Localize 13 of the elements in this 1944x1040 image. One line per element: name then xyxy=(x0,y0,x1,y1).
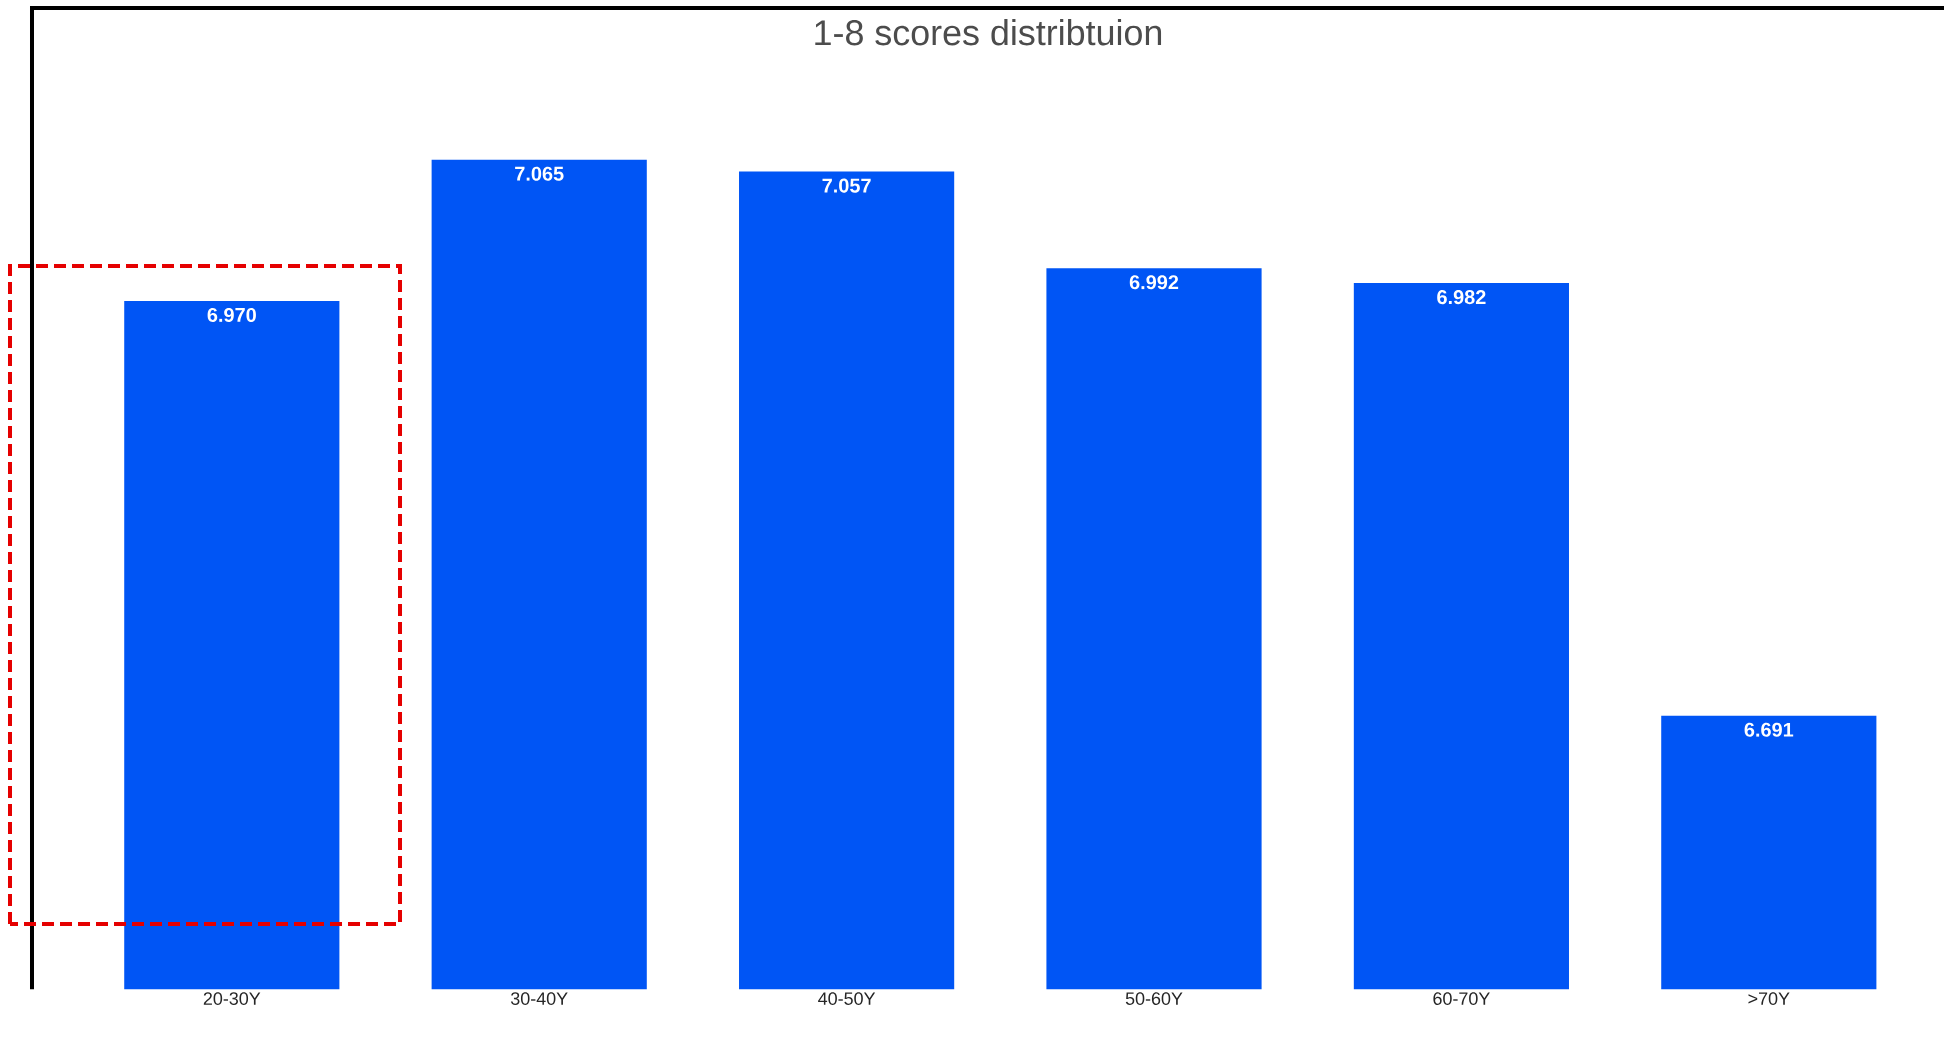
data-label: 6.982 xyxy=(1437,290,1486,305)
chart-title: 1-8 scores distribtuion xyxy=(815,19,1162,46)
data-label: 7.057 xyxy=(822,178,871,193)
x-tick-label: 20-30Y xyxy=(203,992,261,1005)
data-label: 6.970 xyxy=(207,307,256,323)
x-tick-label: 40-50Y xyxy=(818,992,876,1005)
x-tick-label: >70Y xyxy=(1748,992,1790,1005)
data-label: 7.065 xyxy=(515,166,564,181)
x-tick-label: 50-60Y xyxy=(1125,992,1183,1005)
x-tick-label: 30-40Y xyxy=(510,992,568,1005)
data-label: 6.992 xyxy=(1129,275,1179,290)
x-tick-label: 60-70Y xyxy=(1433,992,1490,1005)
data-label: 6.691 xyxy=(1744,722,1794,737)
